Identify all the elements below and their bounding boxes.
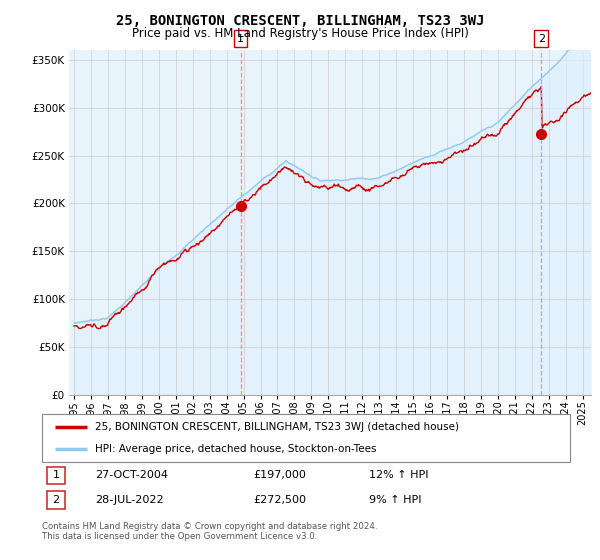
Text: 25, BONINGTON CRESCENT, BILLINGHAM, TS23 3WJ (detached house): 25, BONINGTON CRESCENT, BILLINGHAM, TS23… — [95, 422, 459, 432]
Text: 1: 1 — [237, 34, 244, 44]
Text: £272,500: £272,500 — [253, 495, 306, 505]
FancyBboxPatch shape — [47, 491, 65, 509]
Text: Contains HM Land Registry data © Crown copyright and database right 2024.
This d: Contains HM Land Registry data © Crown c… — [42, 522, 377, 542]
Text: 9% ↑ HPI: 9% ↑ HPI — [370, 495, 422, 505]
Text: 27-OCT-2004: 27-OCT-2004 — [95, 470, 168, 480]
Text: 28-JUL-2022: 28-JUL-2022 — [95, 495, 163, 505]
Text: Price paid vs. HM Land Registry's House Price Index (HPI): Price paid vs. HM Land Registry's House … — [131, 27, 469, 40]
Text: 2: 2 — [538, 34, 545, 44]
Text: 2: 2 — [52, 495, 59, 505]
Text: HPI: Average price, detached house, Stockton-on-Tees: HPI: Average price, detached house, Stoc… — [95, 444, 376, 454]
Text: 12% ↑ HPI: 12% ↑ HPI — [370, 470, 429, 480]
Text: 1: 1 — [52, 470, 59, 480]
FancyBboxPatch shape — [47, 466, 65, 484]
Text: 25, BONINGTON CRESCENT, BILLINGHAM, TS23 3WJ: 25, BONINGTON CRESCENT, BILLINGHAM, TS23… — [116, 14, 484, 28]
Text: £197,000: £197,000 — [253, 470, 306, 480]
